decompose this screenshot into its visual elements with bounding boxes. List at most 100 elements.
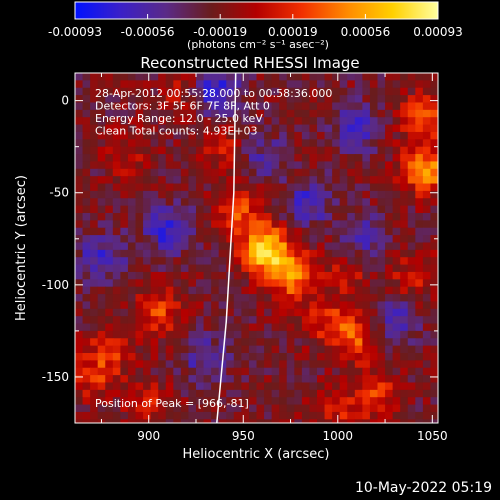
heatmap-cell bbox=[294, 316, 303, 325]
heatmap-cell bbox=[105, 205, 114, 214]
heatmap-cell bbox=[105, 117, 114, 126]
heatmap-cell bbox=[332, 183, 341, 192]
heatmap-cell bbox=[120, 294, 129, 303]
heatmap-cell bbox=[188, 404, 197, 413]
heatmap-cell bbox=[226, 330, 235, 339]
heatmap-cell bbox=[173, 382, 182, 391]
heatmap-cell bbox=[256, 227, 265, 236]
heatmap-cell bbox=[226, 360, 235, 369]
heatmap-cell bbox=[369, 205, 379, 214]
heatmap-cell bbox=[415, 411, 424, 420]
heatmap-cell bbox=[430, 330, 438, 339]
heatmap-cell bbox=[135, 190, 144, 199]
heatmap-cell bbox=[218, 139, 227, 148]
heatmap-cell bbox=[407, 389, 416, 398]
heatmap-cell bbox=[233, 220, 242, 229]
heatmap-cell bbox=[407, 102, 416, 111]
heatmap-cell bbox=[82, 389, 91, 398]
heatmap-cell bbox=[294, 404, 303, 413]
heatmap-cell bbox=[256, 345, 265, 354]
heatmap-cell bbox=[309, 404, 318, 413]
heatmap-cell bbox=[90, 404, 99, 413]
heatmap-cell bbox=[415, 205, 424, 214]
heatmap-cell bbox=[165, 109, 174, 118]
heatmap-cell bbox=[97, 389, 106, 398]
heatmap-cell bbox=[180, 419, 190, 423]
heatmap-cell bbox=[271, 146, 280, 155]
heatmap-cell bbox=[415, 73, 424, 81]
heatmap-cell bbox=[279, 146, 288, 155]
heatmap-cell bbox=[324, 301, 333, 310]
heatmap-cell bbox=[226, 168, 235, 177]
heatmap-cell bbox=[354, 279, 363, 288]
heatmap-cell bbox=[279, 360, 288, 369]
heatmap-cell bbox=[392, 161, 401, 170]
heatmap-cell bbox=[362, 271, 371, 280]
heatmap-cell bbox=[377, 286, 386, 295]
heatmap-cell bbox=[271, 117, 280, 126]
heatmap-cell bbox=[339, 294, 348, 303]
heatmap-cell bbox=[286, 294, 295, 303]
heatmap-cell bbox=[294, 249, 303, 258]
heatmap-cell bbox=[392, 419, 401, 423]
heatmap-cell bbox=[301, 411, 311, 420]
heatmap-cell bbox=[422, 242, 432, 251]
heatmap-cell bbox=[400, 176, 409, 185]
heatmap-cell bbox=[339, 404, 348, 413]
heatmap-cell bbox=[248, 154, 258, 163]
heatmap-cell bbox=[135, 360, 144, 369]
heatmap-cell bbox=[362, 330, 371, 339]
heatmap-cell bbox=[135, 176, 144, 185]
heatmap-cell bbox=[392, 139, 401, 148]
heatmap-cell bbox=[377, 117, 386, 126]
heatmap-cell bbox=[286, 198, 295, 207]
heatmap-cell bbox=[430, 131, 438, 140]
heatmap-cell bbox=[279, 102, 288, 111]
heatmap-cell bbox=[422, 360, 432, 369]
heatmap-cell bbox=[82, 220, 91, 229]
heatmap-cell bbox=[196, 220, 205, 229]
heatmap-cell bbox=[385, 117, 394, 126]
heatmap-cell bbox=[90, 124, 99, 133]
heatmap-cell bbox=[241, 117, 250, 126]
heatmap-cell bbox=[415, 80, 424, 89]
heatmap-cell bbox=[105, 220, 114, 229]
heatmap-cell bbox=[339, 146, 348, 155]
heatmap-cell bbox=[143, 264, 152, 273]
heatmap-cell bbox=[241, 345, 250, 354]
heatmap-cell bbox=[112, 249, 121, 258]
heatmap-cell bbox=[75, 205, 84, 214]
heatmap-cell bbox=[415, 257, 424, 266]
heatmap-cell bbox=[407, 397, 416, 406]
heatmap-cell bbox=[264, 360, 273, 369]
heatmap-cell bbox=[317, 404, 326, 413]
heatmap-cell bbox=[180, 257, 190, 266]
heatmap-cell bbox=[105, 345, 114, 354]
heatmap-cell bbox=[203, 146, 212, 155]
heatmap-cell bbox=[233, 249, 242, 258]
heatmap-cell bbox=[120, 338, 129, 347]
heatmap-cell bbox=[332, 279, 341, 288]
heatmap-cell bbox=[233, 80, 242, 89]
heatmap-cell bbox=[332, 80, 341, 89]
heatmap-cell bbox=[309, 286, 318, 295]
heatmap-cell bbox=[75, 102, 84, 111]
heatmap-cell bbox=[301, 271, 311, 280]
heatmap-cell bbox=[256, 323, 265, 332]
heatmap-cell bbox=[196, 176, 205, 185]
heatmap-cell bbox=[188, 271, 197, 280]
heatmap-cell bbox=[279, 286, 288, 295]
heatmap-cell bbox=[165, 161, 174, 170]
heatmap-cell bbox=[385, 271, 394, 280]
heatmap-cell bbox=[430, 154, 438, 163]
heatmap-cell bbox=[264, 161, 273, 170]
heatmap-cell bbox=[90, 330, 99, 339]
heatmap-cell bbox=[233, 382, 242, 391]
heatmap-cell bbox=[196, 286, 205, 295]
heatmap-cell bbox=[339, 286, 348, 295]
heatmap-cell bbox=[120, 124, 129, 133]
heatmap-cell bbox=[415, 124, 424, 133]
heatmap-cell bbox=[218, 220, 227, 229]
heatmap-cell bbox=[317, 316, 326, 325]
heatmap-cell bbox=[226, 404, 235, 413]
